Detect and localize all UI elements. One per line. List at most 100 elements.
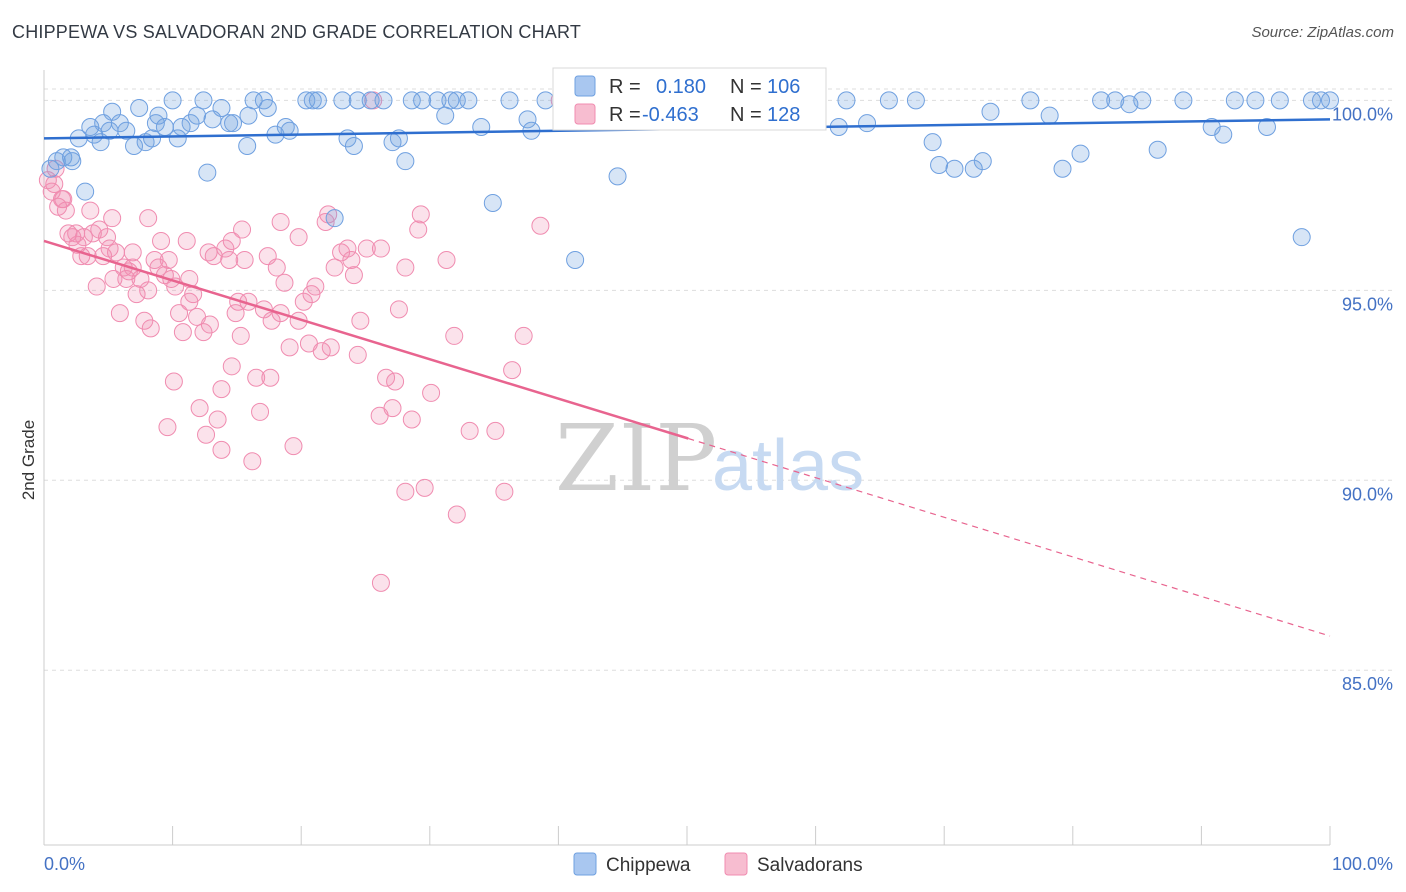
tick-labels: 100.0% 95.0% 90.0% 85.0% 0.0% 100.0% <box>44 104 1393 874</box>
chippewa-point <box>333 91 352 110</box>
chippewa-point <box>41 159 60 178</box>
chippewa-point <box>258 98 277 117</box>
salvadoran-point <box>243 452 262 471</box>
chippewa-point <box>1321 91 1339 110</box>
salvadoran-point <box>409 220 428 239</box>
legend-n-value-1: 106 <box>767 76 800 98</box>
salvadoran-trend-line <box>43 239 689 440</box>
chippewa-point <box>1246 91 1265 110</box>
salvadoran-point <box>87 277 106 296</box>
salvadoran-point <box>503 361 522 380</box>
bottom-legend-swatch-chippewa <box>573 852 597 876</box>
salvadoran-point <box>45 174 64 193</box>
salvadoran-point <box>312 342 331 361</box>
chippewa-point <box>1040 106 1059 125</box>
chippewa-point <box>100 121 119 140</box>
chippewa-point <box>149 106 168 125</box>
chippewa-point <box>212 98 231 117</box>
data-points <box>38 91 1339 592</box>
chippewa-point <box>906 91 925 110</box>
salvadoran-point <box>158 418 177 437</box>
chippewa-point <box>1148 140 1167 159</box>
x-tick-label-max: 100.0% <box>1332 854 1393 874</box>
legend-box <box>552 67 827 131</box>
salvadoran-point <box>235 250 254 269</box>
salvadoran-point <box>486 421 505 440</box>
salvadoran-point <box>357 239 376 258</box>
legend-n-label-1: N = <box>730 76 762 98</box>
chippewa-point <box>143 129 162 148</box>
salvadoran-point <box>325 258 344 277</box>
chippewa-point <box>224 114 243 133</box>
trend-lines <box>43 118 1331 637</box>
salvadoran-point <box>389 300 408 319</box>
legend-n-value-2: 128 <box>767 104 800 126</box>
salvadoran-point <box>216 239 235 258</box>
salvadoran-point <box>103 209 122 228</box>
chippewa-point <box>194 91 213 110</box>
salvadoran-point <box>460 421 479 440</box>
chippewa-point <box>500 91 519 110</box>
salvadoran-point <box>321 338 340 357</box>
chippewa-point <box>1311 91 1330 110</box>
chippewa-point <box>566 250 585 269</box>
chippewa-point <box>146 114 165 133</box>
legend-r-label-2: R = <box>609 104 641 126</box>
bottom-legend-swatch-salvadorans <box>724 852 748 876</box>
salvadoran-point <box>342 250 361 269</box>
chippewa-point <box>879 91 898 110</box>
salvadoran-point <box>173 323 192 342</box>
salvadoran-point <box>233 220 252 239</box>
salvadoran-point <box>231 326 250 345</box>
salvadoran-point <box>289 228 308 247</box>
salvadoran-point <box>302 285 321 304</box>
chippewa-point <box>459 91 478 110</box>
salvadoran-point <box>275 273 294 292</box>
chippewa-point <box>303 91 322 110</box>
legend-r-value-1: 0.180 <box>656 76 706 98</box>
chippewa-point <box>837 91 856 110</box>
salvadoran-point <box>212 380 231 399</box>
salvadoran-point <box>396 258 415 277</box>
salvadoran-point <box>180 292 199 311</box>
salvadoran-point <box>396 482 415 501</box>
salvadoran-point <box>141 319 160 338</box>
chippewa-point <box>344 136 363 155</box>
salvadoran-point <box>531 216 550 235</box>
salvadoran-point <box>344 266 363 285</box>
watermark: ZIP atlas <box>555 405 864 512</box>
salvadoran-point <box>127 285 146 304</box>
chippewa-point <box>85 125 104 144</box>
y-axis-label: 2nd Grade <box>19 420 38 500</box>
salvadoran-point <box>261 368 280 387</box>
chippewa-point <box>308 91 327 110</box>
chippewa-point <box>923 133 942 152</box>
chippewa-point <box>1270 91 1289 110</box>
source-label: Source: ZipAtlas.com <box>1251 24 1394 41</box>
bottom-legend: Chippewa Salvadorans <box>573 852 863 876</box>
salvadoran-point <box>294 292 313 311</box>
salvadoran-point <box>54 190 73 209</box>
salvadoran-point <box>437 250 456 269</box>
salvadoran-point <box>123 243 142 262</box>
chippewa-point <box>441 91 460 110</box>
salvadoran-point <box>56 201 75 220</box>
salvadoran-point <box>104 269 123 288</box>
salvadoran-point <box>495 482 514 501</box>
salvadoran-point <box>110 304 129 323</box>
chippewa-point <box>518 110 537 129</box>
legend-r-label-1: R = <box>609 76 641 98</box>
salvadoran-point <box>194 323 213 342</box>
chippewa-point <box>413 91 432 110</box>
salvadoran-point <box>267 258 286 277</box>
chippewa-point <box>1292 228 1311 247</box>
chippewa-point <box>1174 91 1193 110</box>
salvadoran-point <box>386 372 405 391</box>
legend-r-value-2: -0.463 <box>642 104 699 126</box>
salvadoran-point <box>447 505 466 524</box>
salvadoran-point <box>247 368 266 387</box>
grid <box>44 88 1394 671</box>
salvadoran-point <box>262 311 281 330</box>
y-tick-label: 90.0% <box>1342 484 1393 504</box>
chippewa-point <box>1257 117 1276 136</box>
